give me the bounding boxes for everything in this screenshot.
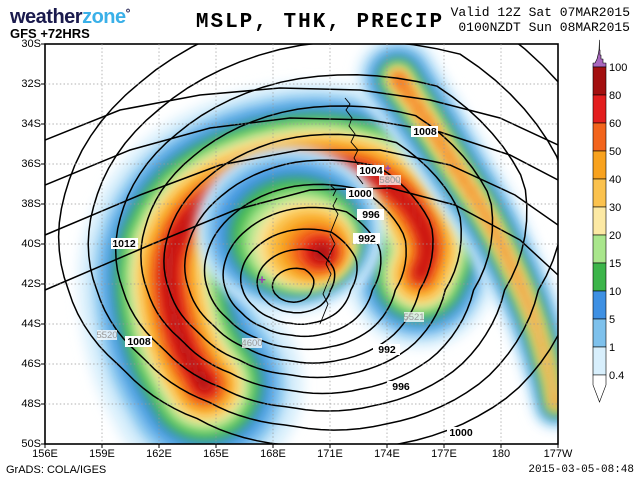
svg-text:1008: 1008 (413, 126, 437, 138)
svg-text:46S: 46S (21, 358, 41, 370)
svg-text:20: 20 (609, 230, 621, 242)
svg-text:1: 1 (609, 342, 615, 354)
svg-text:0.4: 0.4 (609, 370, 624, 382)
svg-text:171E: 171E (317, 448, 343, 460)
svg-text:992: 992 (378, 344, 396, 356)
svg-text:40: 40 (609, 174, 621, 186)
svg-text:5: 5 (609, 314, 615, 326)
svg-text:30S: 30S (21, 38, 41, 50)
svg-text:50S: 50S (21, 438, 41, 450)
svg-text:32S: 32S (21, 78, 41, 90)
svg-text:996: 996 (392, 381, 410, 393)
svg-text:1000: 1000 (348, 188, 372, 200)
svg-text:5800: 5800 (379, 175, 400, 186)
svg-text:+: + (385, 163, 391, 175)
svg-text:177W: 177W (544, 448, 573, 460)
svg-text:1000: 1000 (449, 427, 473, 439)
svg-text:34S: 34S (21, 118, 41, 130)
svg-text:996: 996 (362, 209, 380, 221)
svg-text:50: 50 (609, 146, 621, 158)
svg-text:180: 180 (492, 448, 510, 460)
svg-text:60: 60 (609, 118, 621, 130)
svg-text:44S: 44S (21, 318, 41, 330)
svg-text:5520: 5520 (96, 330, 117, 341)
svg-text:5521: 5521 (403, 312, 424, 323)
svg-text:48S: 48S (21, 398, 41, 410)
svg-text:+: + (258, 272, 266, 287)
svg-text:1008: 1008 (127, 336, 151, 348)
svg-text:162E: 162E (146, 448, 172, 460)
svg-text:30: 30 (609, 202, 621, 214)
svg-text:174E: 174E (374, 448, 400, 460)
svg-text:80: 80 (609, 90, 621, 102)
svg-text:38S: 38S (21, 198, 41, 210)
svg-text:165E: 165E (203, 448, 229, 460)
svg-text:177E: 177E (431, 448, 457, 460)
svg-text:15: 15 (609, 258, 621, 270)
svg-text:4600: 4600 (241, 338, 262, 349)
svg-text:992: 992 (358, 233, 376, 245)
svg-text:40S: 40S (21, 238, 41, 250)
svg-text:36S: 36S (21, 158, 41, 170)
svg-text:159E: 159E (89, 448, 115, 460)
svg-text:10: 10 (609, 286, 621, 298)
svg-text:168E: 168E (260, 448, 286, 460)
svg-text:100: 100 (609, 62, 627, 74)
svg-text:42S: 42S (21, 278, 41, 290)
